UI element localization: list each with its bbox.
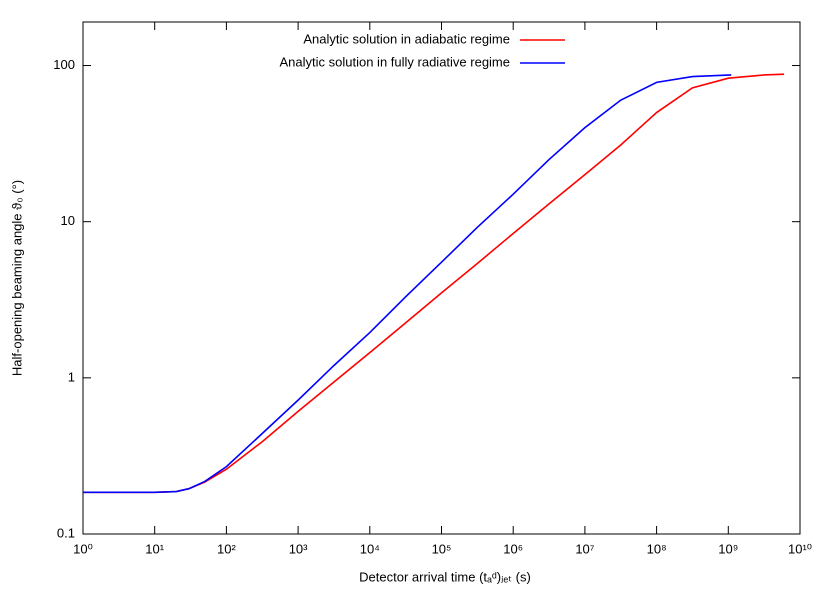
legend-label: Analytic solution in fully radiative reg…: [280, 54, 511, 69]
series-line: [83, 74, 732, 494]
x-axis-label: Detector arrival time (tₐᵈ)ⱼₑₜ (s): [359, 569, 531, 584]
x-tick-label: 10⁰: [73, 541, 93, 556]
x-tick-label: 10³: [289, 541, 308, 556]
x-tick-label: 10⁸: [647, 541, 667, 556]
x-tick-label: 10⁹: [718, 541, 738, 556]
x-tick-label: 10¹: [145, 541, 164, 556]
x-tick-label: 10⁶: [503, 541, 523, 556]
y-tick-label: 0.1: [57, 525, 75, 540]
x-tick-label: 10²: [217, 541, 236, 556]
y-axis-label: Half-opening beaming angle ϑ₀ (°): [9, 180, 24, 376]
legend-label: Analytic solution in adiabatic regime: [303, 31, 510, 46]
y-tick-label: 1: [68, 369, 75, 384]
y-tick-label: 100: [53, 57, 75, 72]
x-tick-label: 10⁷: [575, 541, 594, 556]
x-tick-label: 10⁵: [432, 541, 452, 556]
x-tick-label: 10¹⁰: [788, 541, 812, 556]
y-tick-label: 10: [61, 213, 75, 228]
series-line: [83, 73, 785, 494]
plot-frame: [82, 21, 801, 535]
x-tick-label: 10⁴: [360, 541, 380, 556]
